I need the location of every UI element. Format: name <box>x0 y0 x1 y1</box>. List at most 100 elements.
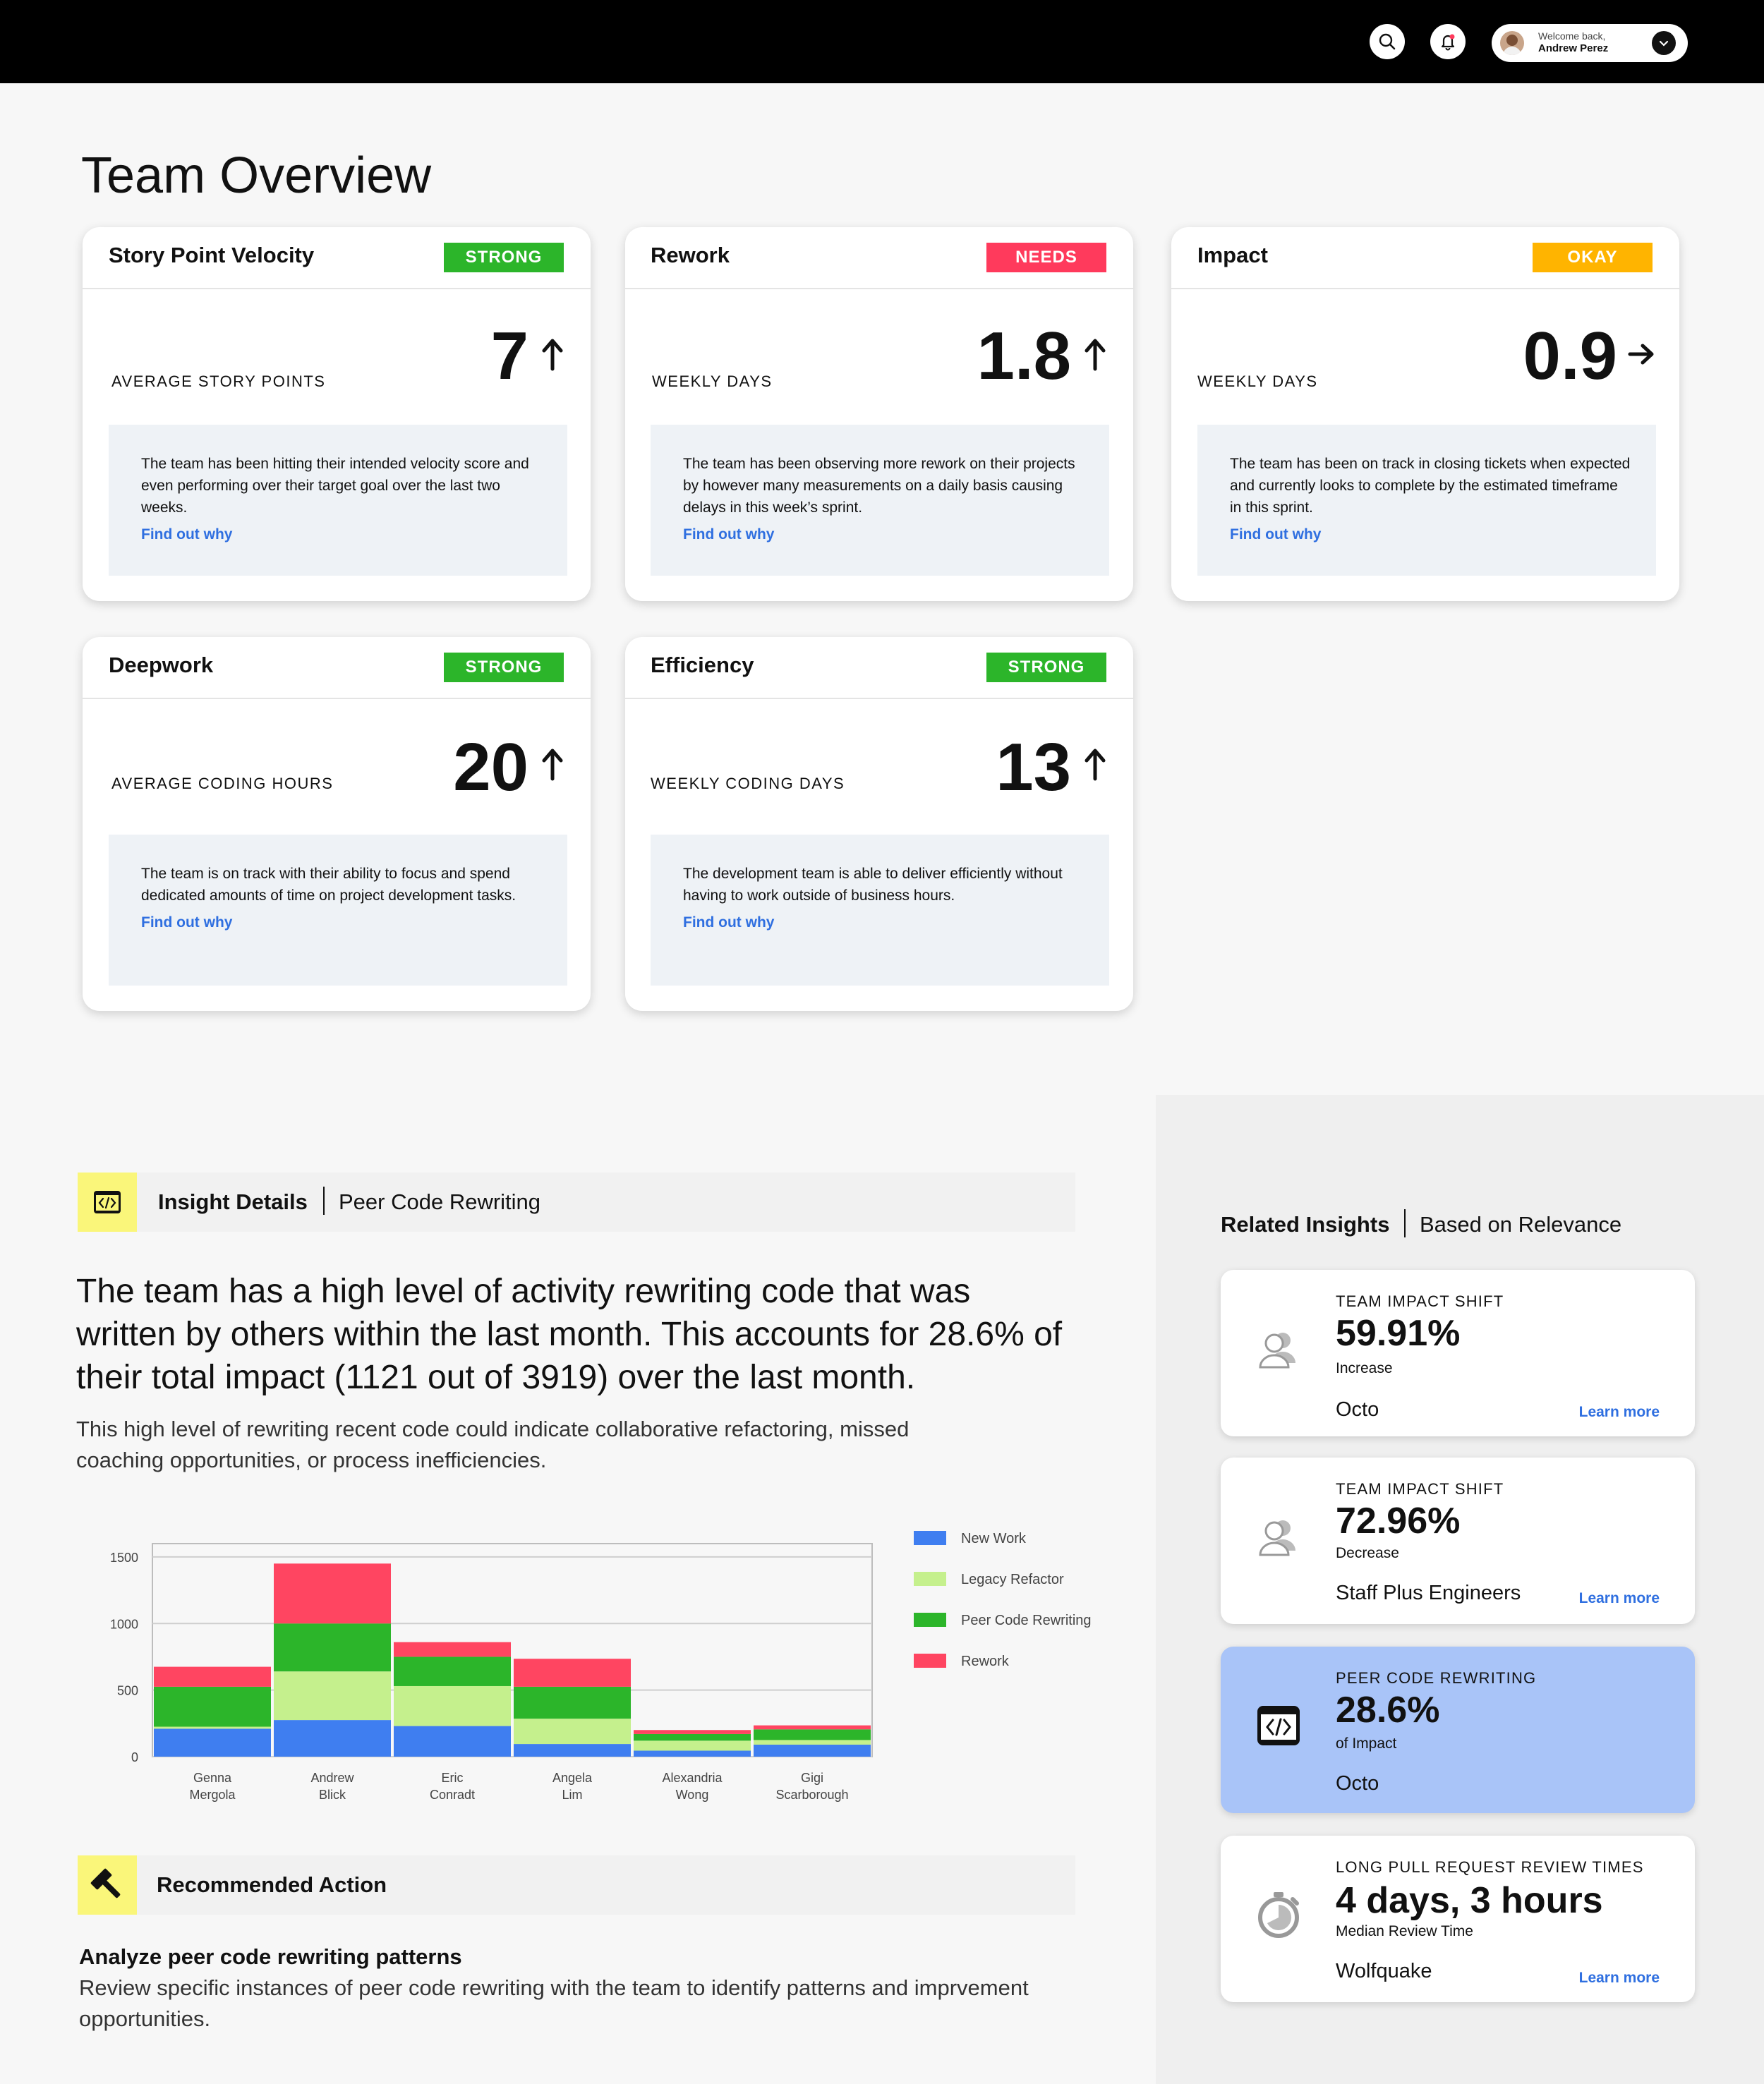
find-out-why-link[interactable]: Find out why <box>141 526 233 543</box>
related-insight-card[interactable]: TEAM IMPACT SHIFT 59.91% Increase Octo L… <box>1221 1270 1695 1436</box>
x-tick-label: Genna <box>193 1771 232 1785</box>
learn-more-link[interactable]: Learn more <box>1578 1590 1660 1606</box>
legend-label: Rework <box>961 1654 1010 1669</box>
search-button[interactable] <box>1370 24 1405 59</box>
bar-segment <box>754 1729 871 1740</box>
description-text: The team has been observing more rework … <box>683 456 1075 516</box>
insight-value: 72.96% <box>1336 1501 1461 1541</box>
legend-swatch <box>914 1572 946 1586</box>
bell-icon <box>1441 34 1455 51</box>
card-story-point-velocity: Story Point Velocity STRONG AVERAGE STOR… <box>83 227 591 601</box>
code-icon <box>1257 1706 1300 1745</box>
search-icon <box>1379 33 1396 50</box>
description-text: The development team is able to deliver … <box>683 866 1063 904</box>
insight-kicker: TEAM IMPACT SHIFT <box>1336 1292 1504 1310</box>
description-box: The team has been hitting their intended… <box>109 425 567 576</box>
x-tick-label: Lim <box>562 1788 582 1802</box>
bar-segment <box>274 1563 391 1624</box>
legend-swatch <box>914 1531 946 1545</box>
x-tick-label: Gigi <box>801 1771 823 1785</box>
recommended-action-header: Recommended Action <box>78 1855 1075 1915</box>
bar-segment <box>514 1659 631 1687</box>
card-rework: Rework NEEDS FOCUS WEEKLY DAYS 1.8 The t… <box>625 227 1133 601</box>
insight-details-label: Insight Details <box>158 1189 308 1214</box>
y-tick-label: 1500 <box>110 1551 138 1565</box>
bar-segment <box>394 1642 511 1657</box>
chart-x-labels: Genna Mergola Andrew Blick Eric Conradt Angela… <box>189 1771 848 1802</box>
x-tick-label: Blick <box>319 1788 346 1802</box>
divider <box>1171 288 1679 289</box>
bar-segment <box>154 1666 271 1687</box>
code-icon <box>94 1191 121 1213</box>
insight-topic: Peer Code Rewriting <box>339 1189 541 1214</box>
bar-segment <box>634 1730 751 1734</box>
insight-details-header: Insight Details Peer Code Rewriting <box>78 1173 1075 1232</box>
related-insight-card[interactable]: LONG PULL REQUEST REVIEW TIMES 4 days, 3… <box>1221 1836 1695 2002</box>
insight-value: 4 days, 3 hours <box>1336 1880 1603 1921</box>
top-bar: Welcome back, Andrew Perez <box>0 0 1764 83</box>
card-title: Deepwork <box>109 653 214 677</box>
user-menu-toggle[interactable] <box>1652 31 1676 55</box>
insight-kicker: LONG PULL REQUEST REVIEW TIMES <box>1336 1858 1644 1876</box>
card-title: Story Point Velocity <box>109 243 315 267</box>
description-box: The team is on track with their ability … <box>109 835 567 986</box>
divider <box>625 288 1133 289</box>
y-tick-label: 0 <box>131 1750 138 1764</box>
hammer-icon-tile <box>78 1855 137 1915</box>
legend-swatch <box>914 1654 946 1668</box>
users-icon <box>1259 1333 1295 1369</box>
status-badge: STRONG <box>444 653 564 682</box>
arrow-up-icon <box>1085 749 1106 781</box>
user-menu[interactable]: Welcome back, Andrew Perez <box>1492 24 1688 62</box>
bar-segment <box>514 1719 631 1745</box>
card-deepwork: Deepwork STRONG AVERAGE CODING HOURS 20 … <box>83 637 591 1011</box>
action-title: Analyze peer code rewriting patterns <box>79 1944 462 1969</box>
related-insight-card-active[interactable]: PEER CODE REWRITING 28.6% of Impact Octo <box>1221 1647 1695 1813</box>
status-badge: STRONG <box>986 653 1106 682</box>
bar-segment <box>754 1740 871 1745</box>
insight-team: Wolfquake <box>1336 1960 1432 1982</box>
legend-swatch <box>914 1613 946 1627</box>
metric-label: AVERAGE STORY POINTS <box>111 372 326 390</box>
bar-segment <box>154 1686 271 1727</box>
divider <box>1404 1209 1406 1237</box>
divider <box>83 288 591 289</box>
bar-segment <box>154 1728 271 1757</box>
hammer-icon <box>90 1868 121 1898</box>
legend-label: Peer Code Rewriting <box>961 1613 1092 1628</box>
x-tick-label: Scarborough <box>775 1788 848 1802</box>
recommended-action-label: Recommended Action <box>157 1872 387 1897</box>
find-out-why-link[interactable]: Find out why <box>683 914 775 931</box>
insight-team: Staff Plus Engineers <box>1336 1582 1521 1604</box>
metric-label: WEEKLY DAYS <box>1197 372 1318 390</box>
notifications-button[interactable] <box>1430 24 1466 59</box>
x-tick-label: Alexandria <box>662 1771 723 1785</box>
action-text: Review specific instances of peer code r… <box>79 1975 1029 2031</box>
avatar <box>1500 31 1524 55</box>
x-tick-label: Conradt <box>430 1788 475 1802</box>
divider <box>625 698 1133 699</box>
metric-value: 13 <box>996 729 1071 805</box>
find-out-why-link[interactable]: Find out why <box>683 526 775 543</box>
find-out-why-link[interactable]: Find out why <box>141 914 233 931</box>
stopwatch-icon <box>1258 1892 1299 1938</box>
bar-segment <box>634 1733 751 1741</box>
bar-segment <box>754 1725 871 1730</box>
metric-label: WEEKLY DAYS <box>652 372 773 390</box>
related-insight-card[interactable]: TEAM IMPACT SHIFT 72.96% Decrease Staff … <box>1221 1458 1695 1624</box>
y-tick-label: 1000 <box>110 1617 138 1631</box>
related-insights-subtitle: Based on Relevance <box>1420 1212 1622 1237</box>
insight-value: 28.6% <box>1336 1690 1440 1731</box>
bar-segment <box>154 1726 271 1729</box>
metric-label: WEEKLY CODING DAYS <box>651 775 845 792</box>
card-title: Impact <box>1197 243 1268 267</box>
learn-more-link[interactable]: Learn more <box>1578 1404 1660 1420</box>
metric-value: 20 <box>453 729 528 805</box>
bar-segment <box>754 1745 871 1757</box>
page-title: Team Overview <box>81 147 432 204</box>
bar-segment <box>274 1623 391 1672</box>
learn-more-link[interactable]: Learn more <box>1578 1970 1660 1986</box>
find-out-why-link[interactable]: Find out why <box>1230 526 1322 543</box>
bar-segment <box>394 1685 511 1726</box>
insight-team: Octo <box>1336 1398 1379 1421</box>
